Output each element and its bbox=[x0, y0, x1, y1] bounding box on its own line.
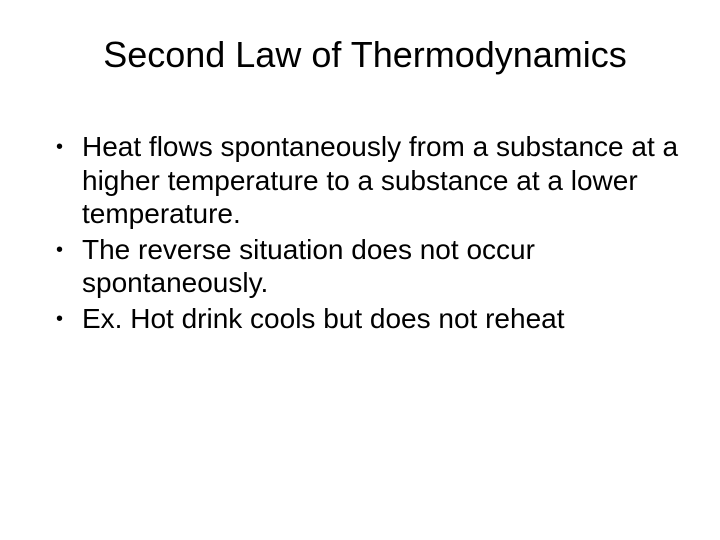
slide: Second Law of Thermodynamics Heat flows … bbox=[0, 0, 720, 540]
bullet-item: Heat flows spontaneously from a substanc… bbox=[50, 130, 680, 231]
bullet-item: Ex. Hot drink cools but does not reheat bbox=[50, 302, 680, 336]
bullet-item: The reverse situation does not occur spo… bbox=[50, 233, 680, 300]
slide-title: Second Law of Thermodynamics bbox=[60, 34, 670, 76]
bullet-list: Heat flows spontaneously from a substanc… bbox=[40, 130, 680, 336]
